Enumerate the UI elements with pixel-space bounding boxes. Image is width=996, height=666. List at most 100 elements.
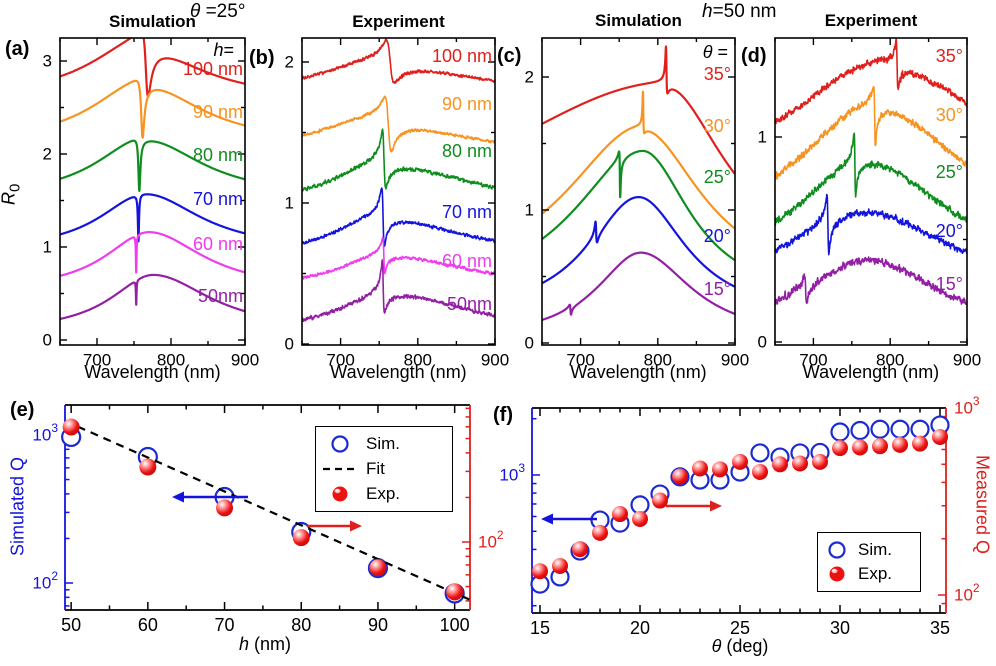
axis-spine — [541, 37, 736, 346]
curve-label-100-nm: 100 nm — [182, 59, 243, 79]
x-tick-label: 80 — [291, 615, 311, 635]
panel-c-title: Simulation — [595, 11, 682, 30]
curve-35° — [542, 45, 735, 175]
curve-60-nm — [302, 236, 495, 280]
series-header-rest: = — [223, 40, 234, 60]
exp-point — [812, 453, 828, 470]
curve-25° — [775, 132, 967, 227]
curve-20° — [775, 193, 967, 256]
curve-50nm — [60, 273, 245, 321]
exp-point — [572, 541, 588, 558]
panel-d-xlabel: Wavelength (nm) — [802, 362, 940, 382]
x-tick-label: 50 — [61, 615, 81, 635]
sim-point — [890, 419, 910, 439]
curve-label-20°: 20° — [703, 226, 731, 246]
panel-a-series-header: h= — [150, 40, 234, 61]
x-tick-label: 100 — [440, 615, 470, 635]
curve-label-90-nm: 90 nm — [192, 102, 243, 122]
x-tick-label: 700 — [799, 351, 827, 370]
legend-label: Sim. — [858, 539, 892, 559]
panel-d-title: Experiment — [824, 11, 918, 30]
panel-c-series-header: θ = — [644, 42, 728, 63]
panel-b-xlabel: Wavelength (nm) — [330, 362, 467, 382]
x-tick-label: 800 — [876, 351, 904, 370]
log-tick-label: 102 — [954, 581, 980, 605]
curve-50nm — [302, 259, 495, 323]
x-tick-label: 900 — [231, 351, 259, 370]
exp-point — [712, 461, 728, 478]
legend-label: Exp. — [366, 484, 401, 503]
y-tick-label: 0 — [285, 335, 294, 354]
exp-series — [62, 418, 464, 601]
panel-a-title: Simulation — [109, 12, 196, 31]
curve-label-20°: 20° — [935, 221, 963, 241]
panel-e-ylabel: Simulated Q — [7, 456, 28, 557]
curve-label-80-nm: 80 nm — [441, 141, 492, 161]
legend-label: Exp. — [858, 564, 893, 584]
y-tick-label: 1 — [43, 238, 52, 257]
exp-point — [872, 438, 888, 455]
exp-point — [932, 428, 948, 445]
header-h-italic: h — [702, 1, 713, 22]
fit-line — [64, 419, 471, 601]
sim-point — [830, 422, 850, 442]
y-tick-label: 1 — [758, 128, 767, 147]
header-theta: θ =25° — [190, 1, 245, 23]
x-tick-label: 35 — [930, 618, 950, 638]
panel-b-title: Experiment — [352, 12, 445, 31]
y-tick-label: 2 — [285, 53, 294, 72]
exp-point — [216, 499, 234, 517]
x-tick-label: 15 — [530, 618, 550, 638]
legend-f: Sim. Exp. — [817, 532, 921, 592]
curve-label-35°: 35° — [703, 64, 731, 84]
legend-item-exp: Exp. — [824, 564, 914, 584]
curve-90-nm — [302, 95, 495, 153]
exp-point — [732, 453, 748, 470]
exp-point — [612, 506, 628, 523]
panel-c-letter: (c) — [497, 45, 522, 67]
legend-label: Fit — [366, 459, 385, 478]
panel-f-letter: (f) — [493, 404, 513, 426]
y-tick-label: 0 — [43, 331, 52, 350]
series-header-rest: = — [712, 42, 728, 62]
panel-e-letter: (e) — [10, 399, 35, 421]
legend-item-fit: Fit — [322, 459, 446, 479]
y-tick-label: 3 — [43, 52, 52, 71]
curve-label-90-nm: 90 nm — [441, 94, 492, 114]
panel-b-letter: (b) — [249, 47, 275, 69]
exp-point — [672, 468, 688, 485]
log-tick-label: 103 — [32, 421, 58, 445]
x-tick-label: 700 — [83, 351, 111, 370]
curve-label-30°: 30° — [703, 116, 731, 136]
log-tick-label: 102 — [478, 528, 504, 552]
curve-label-70-nm: 70 nm — [192, 189, 243, 209]
y-tick-label: 2 — [43, 145, 52, 164]
curve-label-70-nm: 70 nm — [441, 202, 492, 222]
curve-15° — [542, 251, 735, 321]
exp-point — [62, 418, 80, 436]
exp-point — [692, 460, 708, 477]
exp-point — [772, 456, 788, 473]
x-tick-label: 800 — [644, 351, 672, 370]
arrowhead-icon — [172, 491, 184, 503]
x-tick-label: 90 — [368, 615, 388, 635]
exp-point — [852, 439, 868, 456]
curve-100-nm — [302, 38, 495, 85]
axis-spine — [774, 37, 968, 346]
x-tick-label: 800 — [157, 351, 185, 370]
panel-f-xlabel-italic: θ — [711, 636, 722, 656]
curve-15° — [775, 256, 967, 306]
curve-100-nm — [60, 38, 245, 98]
log-tick-label: 103 — [954, 394, 980, 418]
header-theta-italic: θ — [190, 1, 201, 22]
curve-label-80-nm: 80 nm — [192, 145, 243, 165]
x-tick-label: 900 — [953, 351, 981, 370]
panel-a-ylabel-sub: 0 — [6, 183, 24, 192]
curve-70-nm — [60, 193, 245, 243]
x-tick-label: 700 — [566, 351, 594, 370]
exp-point — [632, 510, 648, 527]
exp-point — [139, 458, 157, 476]
panel-b-curves — [302, 38, 495, 323]
panel-e-xlabel-rest: (nm) — [249, 634, 291, 654]
legend-item-sim: Sim. — [824, 540, 914, 560]
